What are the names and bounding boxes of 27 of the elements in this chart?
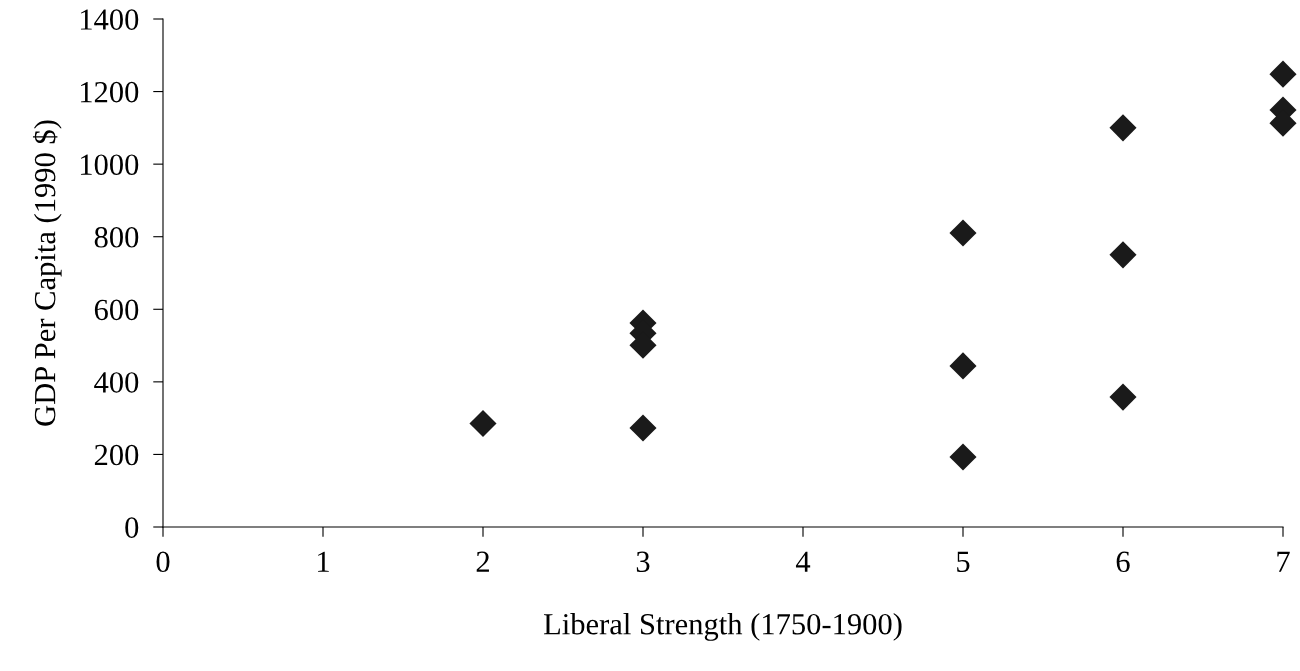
point bbox=[949, 443, 977, 471]
x-axis-title: Liberal Strength (1750-1900) bbox=[543, 613, 902, 641]
point bbox=[1109, 114, 1137, 142]
x-tick-label: 0 bbox=[156, 551, 170, 573]
y-tick-label: 200 bbox=[94, 444, 139, 466]
point bbox=[1109, 241, 1137, 269]
point bbox=[1269, 60, 1297, 88]
x-tick-label: 3 bbox=[636, 551, 650, 573]
point bbox=[469, 410, 497, 438]
y-tick-label: 1200 bbox=[80, 81, 139, 103]
point bbox=[949, 219, 977, 247]
y-tick-label: 1400 bbox=[80, 9, 139, 30]
y-tick-label: 800 bbox=[94, 227, 139, 248]
x-tick-label: 2 bbox=[476, 551, 489, 572]
x-tick-label: 7 bbox=[1277, 551, 1290, 572]
x-tick-label: 1 bbox=[318, 551, 329, 572]
x-tick-label: 6 bbox=[1116, 551, 1130, 573]
y-tick-label: 600 bbox=[94, 299, 139, 321]
y-tick-label: 1000 bbox=[80, 154, 139, 176]
point bbox=[1109, 383, 1137, 411]
y-tick-label: 0 bbox=[125, 517, 139, 538]
y-axis-title: GDP Per Capita (1990 $) bbox=[32, 120, 62, 426]
x-tick-label: 5 bbox=[957, 551, 970, 573]
point bbox=[629, 414, 657, 442]
point bbox=[949, 352, 977, 380]
x-tick-label: 4 bbox=[795, 551, 811, 572]
y-tick-label: 400 bbox=[94, 372, 139, 393]
